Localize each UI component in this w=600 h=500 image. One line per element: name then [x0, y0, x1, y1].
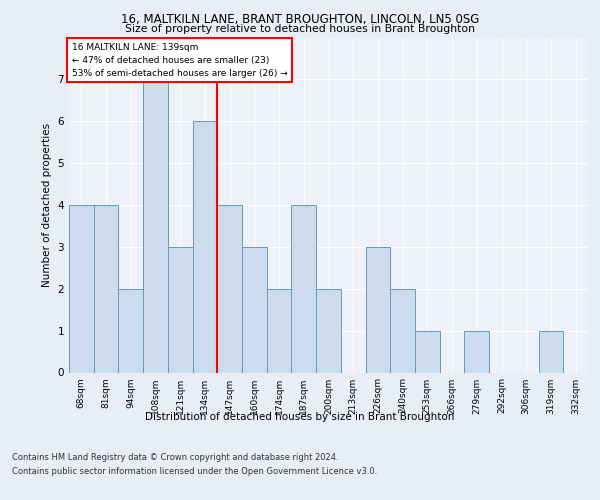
- Y-axis label: Number of detached properties: Number of detached properties: [42, 123, 52, 287]
- Bar: [464, 330, 489, 372]
- Bar: [415, 330, 440, 372]
- Bar: [217, 205, 242, 372]
- Bar: [118, 289, 143, 372]
- Bar: [143, 80, 168, 372]
- Bar: [94, 205, 118, 372]
- Text: 16, MALTKILN LANE, BRANT BROUGHTON, LINCOLN, LN5 0SG: 16, MALTKILN LANE, BRANT BROUGHTON, LINC…: [121, 12, 479, 26]
- Text: Contains HM Land Registry data © Crown copyright and database right 2024.: Contains HM Land Registry data © Crown c…: [12, 452, 338, 462]
- Bar: [539, 330, 563, 372]
- Bar: [69, 205, 94, 372]
- Bar: [193, 121, 217, 372]
- Bar: [365, 247, 390, 372]
- Bar: [267, 289, 292, 372]
- Text: Distribution of detached houses by size in Brant Broughton: Distribution of detached houses by size …: [145, 412, 455, 422]
- Bar: [292, 205, 316, 372]
- Bar: [390, 289, 415, 372]
- Text: Size of property relative to detached houses in Brant Broughton: Size of property relative to detached ho…: [125, 24, 475, 34]
- Bar: [168, 247, 193, 372]
- Bar: [316, 289, 341, 372]
- Text: Contains public sector information licensed under the Open Government Licence v3: Contains public sector information licen…: [12, 468, 377, 476]
- Bar: [242, 247, 267, 372]
- Text: 16 MALTKILN LANE: 139sqm
← 47% of detached houses are smaller (23)
53% of semi-d: 16 MALTKILN LANE: 139sqm ← 47% of detach…: [71, 42, 287, 78]
